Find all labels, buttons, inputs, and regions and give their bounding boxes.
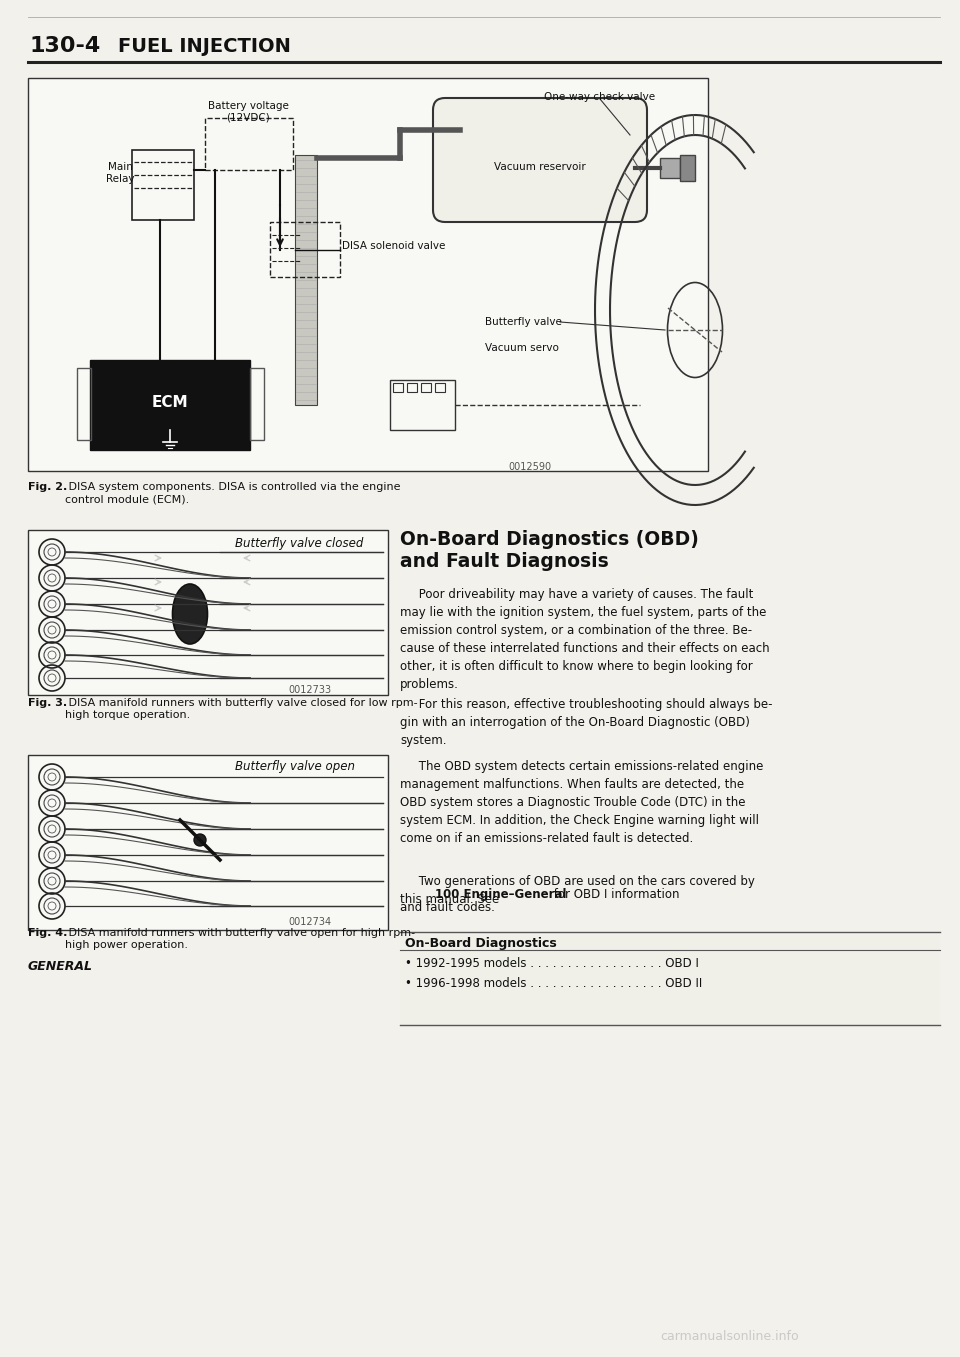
Text: DISA manifold runners with butterfly valve closed for low rpm-: DISA manifold runners with butterfly val… — [65, 697, 418, 708]
Text: Battery voltage
(12VDC): Battery voltage (12VDC) — [207, 100, 288, 122]
Bar — [90, 360, 250, 451]
Bar — [435, 383, 445, 392]
Text: Main
Relay: Main Relay — [106, 161, 134, 183]
Bar — [28, 77, 708, 471]
Text: for OBD I information: for OBD I information — [550, 887, 680, 901]
Bar — [132, 151, 194, 220]
Text: control module (ECM).: control module (ECM). — [65, 495, 189, 505]
Text: 0012590: 0012590 — [509, 461, 552, 472]
Text: Vacuum reservoir: Vacuum reservoir — [494, 161, 586, 172]
Bar — [660, 157, 680, 178]
Bar — [421, 383, 431, 392]
Bar — [28, 754, 388, 930]
Text: FUEL INJECTION: FUEL INJECTION — [118, 37, 291, 56]
Bar — [407, 383, 417, 392]
Bar — [400, 935, 940, 1025]
Text: On-Board Diagnostics: On-Board Diagnostics — [405, 936, 557, 950]
Bar — [77, 368, 91, 440]
Text: high power operation.: high power operation. — [65, 940, 188, 950]
Bar — [28, 531, 388, 695]
FancyBboxPatch shape — [433, 98, 647, 223]
Bar — [390, 380, 455, 430]
Bar — [393, 383, 403, 392]
Text: One-way check valve: One-way check valve — [544, 92, 656, 102]
Text: DISA manifold runners with butterfly valve open for high rpm-: DISA manifold runners with butterfly val… — [65, 928, 415, 938]
Text: Fig. 3.: Fig. 3. — [28, 697, 67, 708]
Text: • 1996-1998 models . . . . . . . . . . . . . . . . . . OBD II: • 1996-1998 models . . . . . . . . . . .… — [405, 977, 703, 991]
Text: On-Board Diagnostics (OBD): On-Board Diagnostics (OBD) — [400, 531, 699, 550]
Ellipse shape — [173, 584, 207, 645]
Text: DISA system components. DISA is controlled via the engine: DISA system components. DISA is controll… — [65, 482, 400, 493]
Text: The OBD system detects certain emissions-related engine
management malfunctions.: The OBD system detects certain emissions… — [400, 760, 763, 845]
Text: Fig. 4.: Fig. 4. — [28, 928, 67, 938]
Text: carmanualsonline.info: carmanualsonline.info — [660, 1330, 799, 1343]
Text: For this reason, effective troubleshooting should always be-
gin with an interro: For this reason, effective troubleshooti… — [400, 697, 773, 746]
Text: Two generations of OBD are used on the cars covered by
this manual. See: Two generations of OBD are used on the c… — [400, 875, 755, 906]
Text: ECM: ECM — [152, 395, 188, 410]
Text: • 1992-1995 models . . . . . . . . . . . . . . . . . . OBD I: • 1992-1995 models . . . . . . . . . . .… — [405, 957, 699, 970]
Text: and fault codes.: and fault codes. — [400, 901, 494, 915]
Text: Poor driveability may have a variety of causes. The fault
may lie with the ignit: Poor driveability may have a variety of … — [400, 588, 770, 691]
Bar — [295, 155, 317, 404]
Bar — [680, 155, 695, 180]
Text: Butterfly valve: Butterfly valve — [485, 318, 562, 327]
Text: 0012734: 0012734 — [288, 917, 331, 927]
Bar — [270, 223, 340, 277]
Circle shape — [194, 835, 206, 845]
Text: 0012733: 0012733 — [288, 685, 331, 695]
Text: 130-4: 130-4 — [30, 37, 101, 56]
Bar — [250, 368, 264, 440]
Text: Vacuum servo: Vacuum servo — [485, 343, 559, 353]
Text: 100 Engine–General: 100 Engine–General — [435, 887, 566, 901]
Text: and Fault Diagnosis: and Fault Diagnosis — [400, 552, 609, 571]
Bar — [205, 118, 293, 170]
Text: DISA solenoid valve: DISA solenoid valve — [342, 242, 445, 251]
Text: high torque operation.: high torque operation. — [65, 710, 190, 721]
Text: Butterfly valve open: Butterfly valve open — [235, 760, 355, 773]
Text: GENERAL: GENERAL — [28, 959, 93, 973]
Text: Fig. 2.: Fig. 2. — [28, 482, 67, 493]
Text: Butterfly valve closed: Butterfly valve closed — [235, 537, 364, 550]
